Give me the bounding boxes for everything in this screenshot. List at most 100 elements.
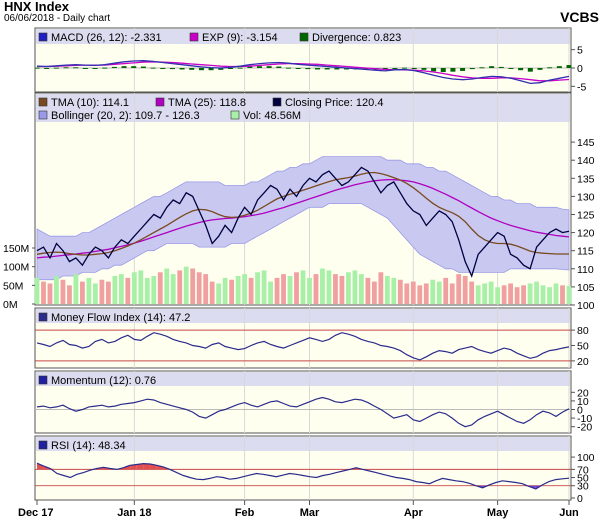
volume-bar (151, 276, 157, 304)
volume-bar (521, 285, 526, 304)
x-tick-label: May (487, 507, 509, 519)
divergence-bar (160, 68, 166, 69)
divergence-bar (276, 66, 282, 68)
volume-tick-label: 0M (3, 299, 18, 311)
divergence-bar (121, 66, 127, 68)
volume-bar (508, 283, 514, 304)
volume-bar (456, 274, 462, 304)
macd-ytick-label: 0 (577, 63, 583, 75)
divergence-bar (102, 67, 108, 69)
price-ytick-label: 105 (577, 282, 595, 294)
divergence-bar (256, 66, 262, 68)
price-legend-label: Closing Price: 120.4 (285, 97, 383, 109)
volume-bar (527, 283, 533, 304)
mfi-ytick-label: 50 (577, 341, 589, 353)
volume-bar (190, 268, 196, 304)
divergence-bar (227, 68, 233, 69)
divergence-bar (498, 66, 504, 68)
volume-bar (170, 274, 176, 304)
volume-bar (281, 274, 286, 304)
volume-bar (378, 272, 384, 304)
mfi-legend-bg (36, 309, 570, 323)
volume-bar (514, 287, 520, 304)
divergence-bar (440, 68, 446, 73)
volume-bar (307, 277, 312, 304)
volume-bar (138, 270, 144, 304)
volume-bar (410, 281, 416, 304)
divergence-bar (566, 65, 572, 68)
volume-bar (436, 281, 442, 304)
volume-bar (242, 274, 248, 304)
volume-bar (566, 285, 572, 304)
volume-bar (80, 281, 85, 304)
divergence-bar (489, 66, 495, 68)
volume-tick-label: 100M (3, 262, 29, 274)
volume-bar (346, 272, 351, 304)
volume-bar (534, 281, 539, 304)
volume-bar (235, 276, 241, 304)
rsi-ytick-label: 100 (577, 452, 595, 464)
price-ytick-label: 100 (577, 300, 595, 312)
volume-bar (553, 283, 559, 304)
volume-bar (118, 274, 124, 304)
price-ytick-label: 120 (577, 228, 595, 240)
volume-bar (475, 285, 481, 304)
divergence-bar (382, 68, 388, 70)
divergence-bar (82, 68, 88, 69)
divergence-bar (218, 68, 224, 70)
divergence-bar (411, 68, 417, 69)
divergence-bar (324, 68, 330, 70)
volume-bar (560, 285, 565, 304)
volume-bar (326, 270, 332, 304)
price-legend-label: TMA (10): 114.1 (51, 97, 129, 109)
rsi-ytick-label: 30 (577, 481, 589, 493)
price-legend-bg (36, 94, 570, 122)
x-tick-label: Apr (404, 507, 424, 519)
divergence-bar (198, 68, 204, 71)
volume-bar (92, 283, 98, 304)
divergence-bar (527, 68, 533, 72)
momentum-legend-bg (36, 372, 570, 386)
macd-legend-label: EXP (9): -3.154 (202, 32, 278, 44)
volume-bar (320, 268, 325, 304)
rsi-overbought-fill (37, 463, 44, 470)
divergence-bar (537, 68, 543, 70)
chart-subtitle: 06/06/2018 - Daily chart (4, 13, 111, 24)
volume-bar (248, 277, 254, 304)
volume-bar (164, 268, 170, 304)
volume-bar (144, 277, 150, 304)
divergence-bar (63, 67, 69, 69)
divergence-bar (392, 68, 398, 69)
tma10-line (36, 171, 569, 256)
momentum-legend-label: Momentum (12): 0.76 (51, 375, 156, 387)
divergence-bar (111, 66, 117, 68)
price-ytick-label: 130 (577, 191, 595, 203)
divergence-bar (334, 68, 340, 70)
volume-bar (261, 270, 267, 304)
bollinger-band (36, 156, 570, 281)
volume-bar (222, 277, 228, 304)
volume-bar (73, 274, 79, 304)
divergence-bar (402, 67, 408, 69)
divergence-bar (92, 68, 98, 69)
closing-price-line (36, 166, 570, 278)
momentum-line (36, 396, 570, 428)
mfi-legend-swatch (38, 312, 48, 322)
volume-bar (294, 272, 299, 304)
divergence-bar (131, 66, 137, 68)
volume-bar (183, 266, 189, 304)
volume-bar (54, 276, 59, 304)
volume-bar (131, 272, 137, 304)
volume-bar (423, 283, 429, 304)
macd-legend-swatch (38, 32, 48, 42)
volume-bar (333, 274, 338, 304)
divergence-bar (305, 68, 311, 70)
divergence-bar (556, 66, 562, 68)
momentum-ytick-label: 20 (577, 387, 589, 399)
volume-bar (86, 277, 92, 304)
momentum-legend-swatch (38, 375, 48, 385)
macd-line (36, 60, 570, 85)
price-legend-label: Bollinger (20, 2): 109.7 - 126.3 (51, 110, 200, 122)
rsi-ytick-label: 0 (577, 493, 583, 505)
price-legend-label: Vol: 48.56M (243, 110, 301, 122)
